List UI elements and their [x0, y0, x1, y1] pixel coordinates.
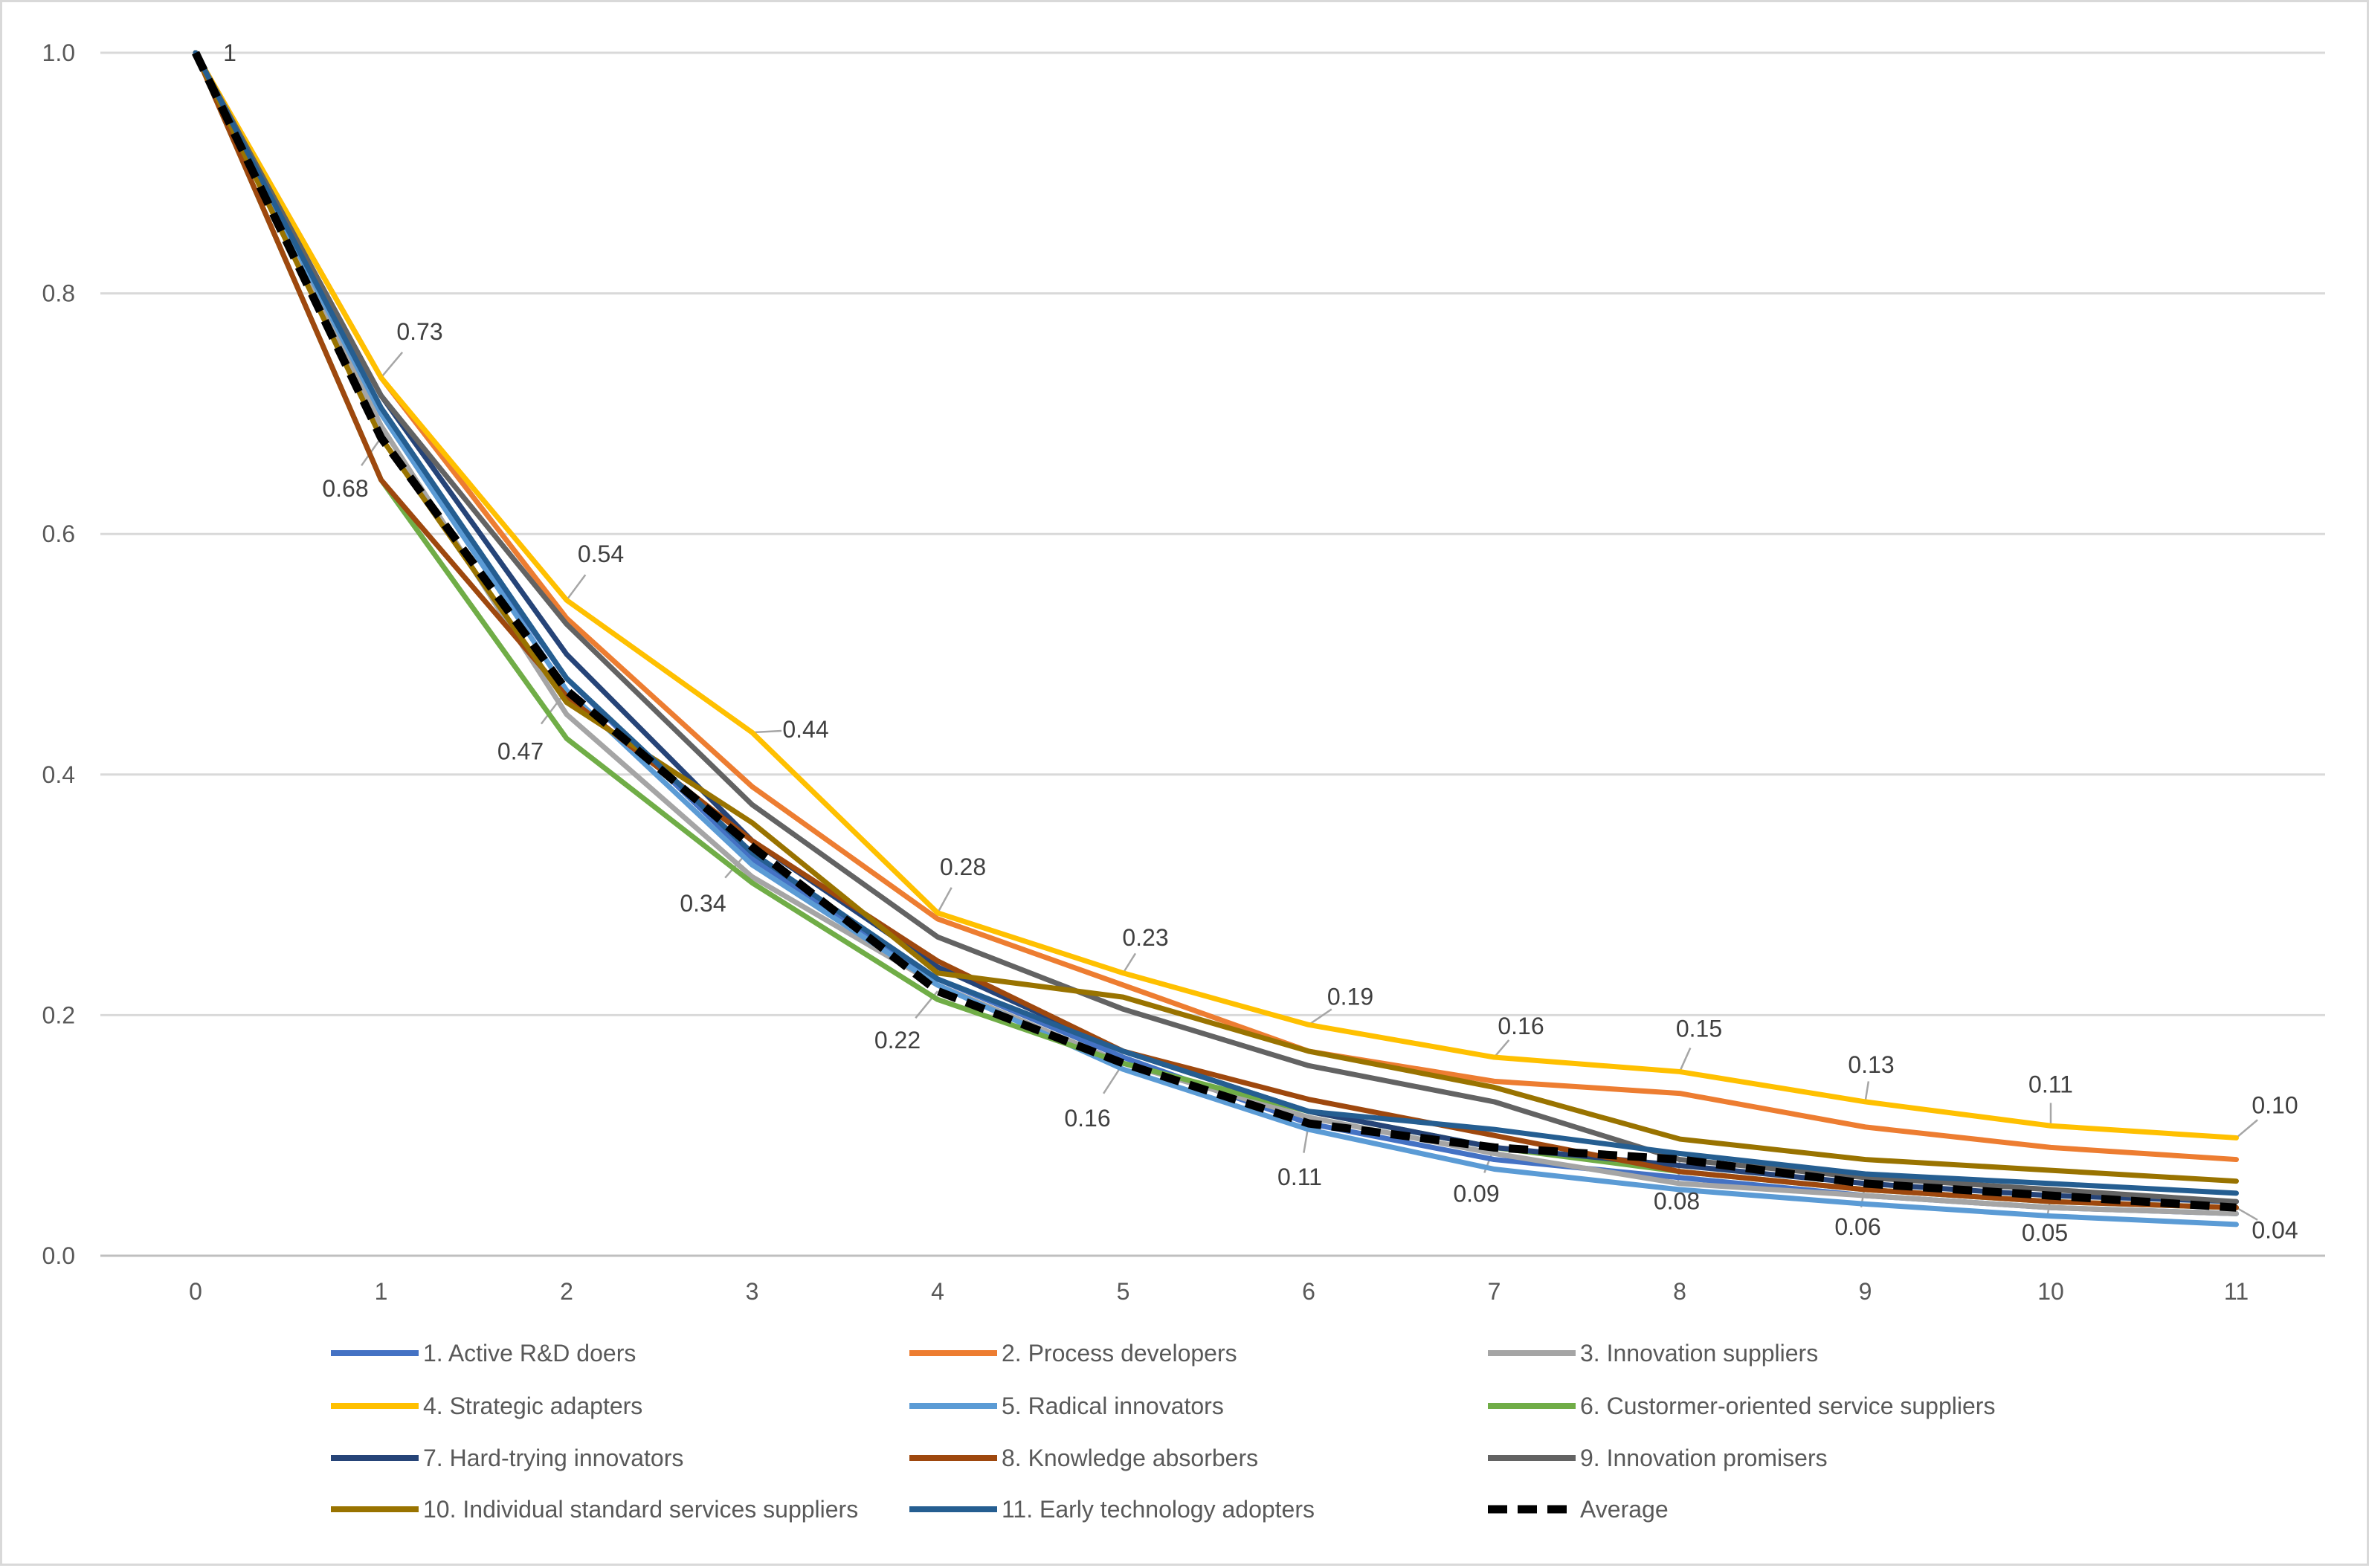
data-labels: 1 0.73 0.68 0.54 0.47 0.44 0.34 0.28 0.22 0.23 0.1… [223, 39, 2298, 1246]
y-tick-label: 0.8 [42, 280, 75, 307]
data-label: 0.28 [940, 854, 986, 880]
series-line [193, 50, 2239, 1204]
axes: 0.0 0.2 0.4 0.6 0.8 1.0 0 1 2 3 4 5 6 7 8 9 10 11 [42, 39, 2249, 1305]
x-tick-label: 9 [1859, 1278, 1872, 1305]
series-line [193, 50, 2239, 1227]
leader-line [565, 574, 587, 601]
series-line [192, 51, 2237, 1212]
gridlines [100, 51, 2325, 1257]
legend-label: Average [1580, 1496, 1669, 1523]
series-lines [192, 50, 2239, 1227]
legend-label: 2. Process developers [1002, 1340, 1237, 1367]
x-tick-label: 8 [1673, 1278, 1686, 1305]
legend: 1. Active R&D doers 2. Process developers… [331, 1340, 1995, 1523]
series-line [193, 50, 2239, 1216]
legend-item: 4. Strategic adapters [331, 1393, 642, 1419]
legend-label: 3. Innovation suppliers [1580, 1340, 1818, 1367]
data-label: 0.11 [2028, 1071, 2073, 1097]
data-label: 1 [223, 39, 236, 66]
leader-line [1493, 1039, 1510, 1058]
data-label: 0.23 [1122, 924, 1168, 951]
leader-line [1122, 952, 1137, 974]
data-label: 0.16 [1498, 1013, 1544, 1039]
x-tick-label: 6 [1302, 1278, 1315, 1305]
legend-item: 5. Radical innovators [909, 1393, 1224, 1419]
x-tick-label: 0 [189, 1278, 202, 1305]
data-label: 0.11 [1277, 1164, 1322, 1190]
legend-item: 3. Innovation suppliers [1488, 1340, 1818, 1367]
data-label: 0.15 [1676, 1015, 1722, 1042]
data-label: 0.44 [782, 716, 828, 743]
series-line [193, 50, 2239, 1196]
data-label: 0.16 [1064, 1105, 1110, 1132]
leader-line [2235, 1119, 2258, 1139]
x-tick-label: 10 [2037, 1278, 2064, 1305]
leader-line [936, 887, 953, 914]
legend-label: 4. Strategic adapters [423, 1393, 642, 1419]
legend-label: 1. Active R&D doers [423, 1340, 636, 1367]
x-tick-label: 4 [931, 1278, 944, 1305]
legend-label: 7. Hard-trying innovators [423, 1445, 683, 1471]
series-line [193, 50, 2239, 1204]
data-label: 0.22 [874, 1027, 921, 1054]
x-tick-label: 2 [560, 1278, 573, 1305]
legend-label: 9. Innovation promisers [1580, 1445, 1828, 1471]
series-line [193, 50, 2239, 1163]
leader-line [1678, 1048, 1692, 1072]
data-label: 0.68 [322, 475, 368, 502]
data-label: 0.05 [2022, 1219, 2068, 1246]
data-label: 0.08 [1654, 1188, 1700, 1215]
series-line [193, 50, 2239, 1210]
legend-item: 9. Innovation promisers [1488, 1445, 1828, 1471]
data-label: 0.73 [396, 318, 442, 345]
legend-item: 2. Process developers [909, 1340, 1237, 1367]
legend-label: 5. Radical innovators [1002, 1393, 1224, 1419]
y-tick-label: 0.0 [42, 1242, 75, 1269]
leader-line [752, 729, 782, 734]
legend-item: 10. Individual standard services supplie… [331, 1496, 858, 1523]
legend-item: 6. Custormer-oriented service suppliers [1488, 1393, 1995, 1419]
leader-line [380, 351, 404, 378]
data-label: 0.47 [497, 738, 544, 765]
series-line [193, 50, 2239, 1210]
legend-label: 10. Individual standard services supplie… [423, 1496, 858, 1523]
y-tick-label: 0.6 [42, 520, 75, 547]
legend-item: Average [1488, 1496, 1669, 1523]
leader-line [1308, 1008, 1332, 1026]
data-label: 0.13 [1848, 1051, 1894, 1078]
x-tick-label: 11 [2224, 1278, 2249, 1305]
legend-item: 11. Early technology adopters [909, 1496, 1315, 1523]
x-tick-label: 5 [1117, 1278, 1130, 1305]
legend-item: 8. Knowledge absorbers [909, 1445, 1258, 1471]
data-label: 0.34 [680, 890, 726, 917]
data-label: 0.04 [2252, 1216, 2298, 1243]
data-label: 0.06 [1834, 1213, 1880, 1240]
data-label: 0.54 [578, 541, 624, 567]
data-label: 0.10 [2252, 1091, 2298, 1118]
y-tick-label: 0.4 [42, 761, 75, 788]
legend-label: 8. Knowledge absorbers [1002, 1445, 1258, 1471]
series-line [193, 50, 2239, 1140]
legend-label: 6. Custormer-oriented service suppliers [1580, 1393, 1995, 1419]
data-label: 0.09 [1453, 1180, 1499, 1207]
x-tick-label: 7 [1488, 1278, 1501, 1305]
x-tick-label: 1 [375, 1278, 388, 1305]
series-line [193, 50, 2239, 1184]
data-label: 0.19 [1327, 983, 1373, 1010]
y-tick-label: 1.0 [42, 39, 75, 66]
legend-label: 11. Early technology adopters [1002, 1496, 1315, 1523]
legend-item: 1. Active R&D doers [331, 1340, 636, 1367]
leader-line [1864, 1081, 1870, 1103]
leader-line [2235, 1207, 2258, 1221]
x-tick-label: 3 [746, 1278, 759, 1305]
legend-item: 7. Hard-trying innovators [331, 1445, 683, 1471]
y-tick-label: 0.2 [42, 1001, 75, 1028]
